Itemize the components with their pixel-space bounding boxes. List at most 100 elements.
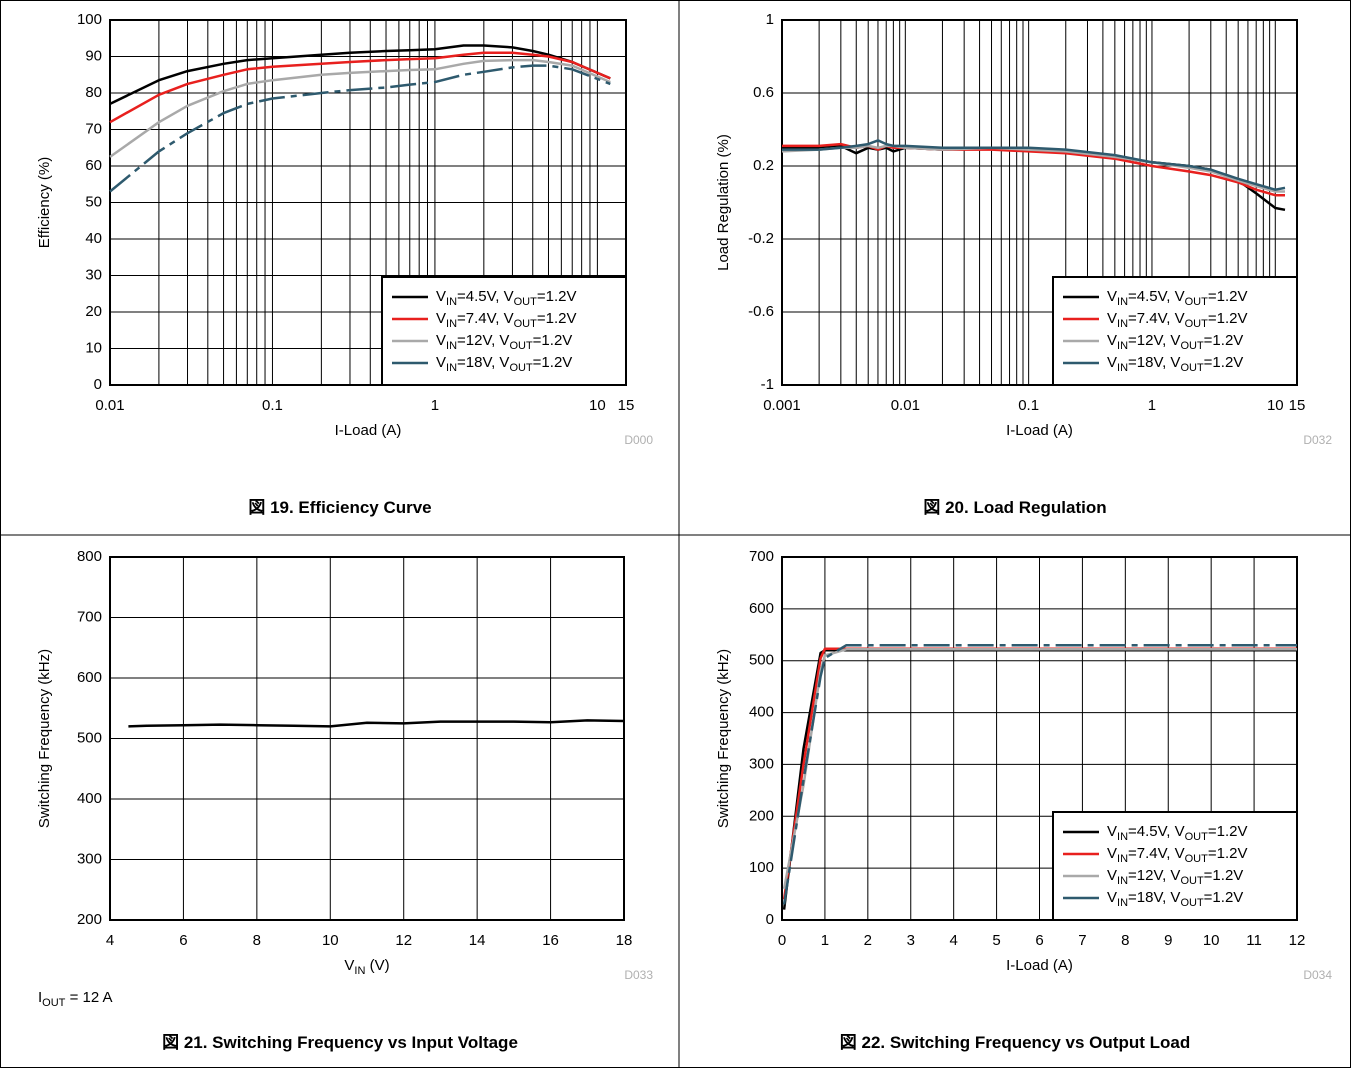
series-line [782,144,1286,212]
plot-frame [109,19,627,386]
legend-label: VIN=4.5V, VOUT=1.2V [1107,823,1247,843]
y-tick-label: 600 [749,600,774,617]
x-tick-label: 1 [821,932,829,949]
x-tick-label: 11 [1246,932,1262,949]
x-tick-label: 10 [322,932,339,949]
y-axis-label: Load Regulation (%) [715,134,732,271]
legend-box [381,276,627,386]
y-tick-label: 100 [749,859,774,876]
y-tick-label: 200 [77,911,102,928]
y-tick-label: 500 [77,729,102,746]
x-tick-label: 8 [253,932,261,949]
legend-box [1052,276,1298,386]
y-tick-label: 700 [749,548,774,565]
y-axis-label: Switching Frequency (kHz) [715,649,732,828]
x-tick-label: 0.1 [1018,397,1039,414]
y-tick-label: 40 [85,230,102,247]
chart-title: 図 20. Load Regulation [923,498,1106,517]
x-tick-label: 7 [1078,932,1086,949]
x-tick-label: 2 [864,932,872,949]
y-axis-label: Efficiency (%) [36,157,53,248]
y-tick-label: 90 [85,47,102,64]
chart-code: D000 [624,433,653,447]
legend-label: VIN=18V, VOUT=1.2V [436,354,572,374]
y-tick-label: 700 [77,608,102,625]
x-tick-label: 0.01 [95,397,124,414]
legend-label: VIN=4.5V, VOUT=1.2V [436,288,576,308]
y-tick-label: 100 [77,11,102,28]
x-tick-label: 1 [431,397,439,414]
x-tick-label: 16 [542,932,559,949]
y-tick-label: -0.2 [748,230,774,247]
y-tick-label: 400 [77,790,102,807]
legend-label: VIN=4.5V, VOUT=1.2V [1107,288,1247,308]
plot-frame [781,556,1298,921]
x-axis-label: I-Load (A) [1006,422,1073,439]
x-tick-label: 0.01 [891,397,920,414]
series-line [782,139,1286,191]
x-tick-label: 6 [179,932,187,949]
series-line [109,44,611,106]
annotation: IOUT = 12 A [38,989,113,1009]
x-tick-label: 15 [618,397,635,414]
x-tick-label: 4 [949,932,957,949]
y-tick-label: 10 [85,339,102,356]
legend-label: VIN=12V, VOUT=1.2V [1107,867,1243,887]
y-tick-label: -1 [761,376,774,393]
x-tick-label: 8 [1121,932,1129,949]
x-tick-label: 14 [469,932,486,949]
x-axis-label: I-Load (A) [335,422,402,439]
legend-label: VIN=12V, VOUT=1.2V [1107,332,1243,352]
chart-title: 図 19. Efficiency Curve [248,498,431,517]
chart-code: D034 [1303,968,1332,982]
y-tick-label: 800 [77,548,102,565]
y-tick-label: 0.6 [753,84,774,101]
x-tick-label: 0.001 [763,397,801,414]
y-tick-label: 60 [85,157,102,174]
x-tick-label: 12 [395,932,412,949]
x-tick-label: 18 [616,932,633,949]
chart-title: 図 22. Switching Frequency vs Output Load [840,1033,1190,1052]
legend-label: VIN=7.4V, VOUT=1.2V [1107,310,1247,330]
y-tick-label: 80 [85,84,102,101]
y-tick-label: 400 [749,704,774,721]
y-axis-label: Switching Frequency (kHz) [36,649,53,828]
y-tick-label: 300 [749,755,774,772]
y-tick-label: 600 [77,669,102,686]
legend-label: VIN=18V, VOUT=1.2V [1107,354,1243,374]
x-tick-label: 5 [992,932,1000,949]
x-tick-label: 3 [907,932,915,949]
x-tick-label: 15 [1289,397,1306,414]
series-line [109,51,611,124]
x-tick-label: 1 [1148,397,1156,414]
legend-label: VIN=7.4V, VOUT=1.2V [436,310,576,330]
legend-box [1052,811,1298,921]
x-tick-label: 6 [1035,932,1043,949]
legend-label: VIN=18V, VOUT=1.2V [1107,889,1243,909]
y-tick-label: 30 [85,266,102,283]
y-tick-label: 500 [749,652,774,669]
x-tick-label: 4 [106,932,114,949]
y-tick-label: 0.2 [753,157,774,174]
series-line [128,719,625,728]
x-tick-label: 10 [1267,397,1284,414]
chart-code: D032 [1303,433,1332,447]
chart-title: 図 21. Switching Frequency vs Input Volta… [162,1033,518,1052]
y-tick-label: 0 [94,376,102,393]
x-tick-label: 0 [778,932,786,949]
x-axis-label: VIN (V) [344,957,389,977]
legend-label: VIN=7.4V, VOUT=1.2V [1107,845,1247,865]
y-tick-label: 70 [85,120,102,137]
y-tick-label: 0 [766,911,774,928]
x-tick-label: 12 [1289,932,1306,949]
series-line [782,643,1297,905]
y-tick-label: 20 [85,303,102,320]
y-tick-label: 50 [85,193,102,210]
x-tick-label: 10 [589,397,606,414]
x-tick-label: 10 [1203,932,1220,949]
y-tick-label: 1 [766,11,774,28]
x-axis-label: I-Load (A) [1006,957,1073,974]
y-tick-label: -0.6 [748,303,774,320]
x-tick-label: 9 [1164,932,1172,949]
